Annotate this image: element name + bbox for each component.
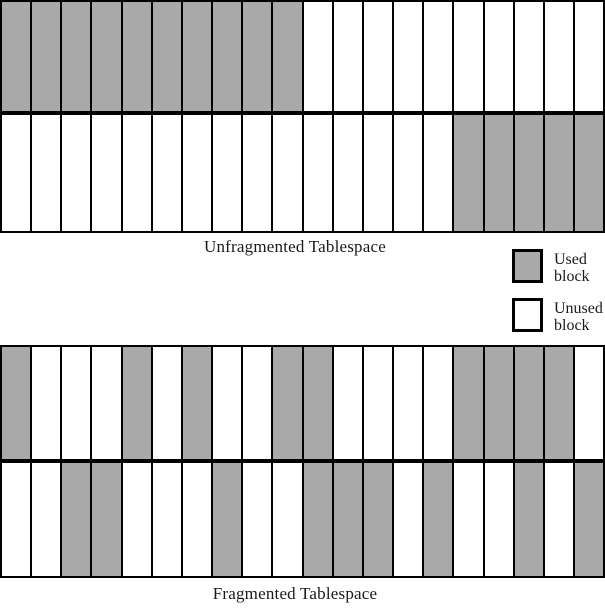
used-block [454,347,485,459]
used-block-label: Used block [554,251,590,285]
used-block [213,463,244,576]
used-block [2,2,33,111]
unused-block [424,115,455,231]
unused-block [122,115,153,231]
used-block [303,347,334,459]
unused-block [303,115,334,231]
unused-block [92,347,123,459]
used-block [273,347,304,459]
unused-block [484,463,515,576]
unused-block [333,2,364,111]
unused-block [333,115,364,231]
used-block [484,347,515,459]
legend-item-unused: Unused block [512,298,605,334]
unused-block [182,115,214,231]
unused-block [424,347,455,459]
unused-block [32,463,63,576]
unused-block-swatch [512,298,543,332]
used-block [32,2,63,111]
unused-block [363,2,395,111]
fragmented-tablespace-label: Fragmented Tablespace [212,584,378,603]
unused-block [243,115,274,231]
used-block [273,2,304,111]
unused-block [574,347,604,459]
unused-block [514,2,545,111]
used-block [544,115,575,231]
unused-block [182,463,214,576]
fragmented-tablespace [0,345,605,578]
fragmented-row-2 [0,461,605,578]
unused-block [363,115,395,231]
used-block [333,463,364,576]
unused-block [454,2,485,111]
unused-block [32,347,63,459]
used-block [303,463,334,576]
unused-block [32,115,63,231]
unused-block [152,347,183,459]
used-block [574,115,604,231]
unused-block [62,115,93,231]
used-block [514,115,545,231]
unused-block [62,347,93,459]
unfragmented-row-1 [0,0,605,113]
unused-block [394,463,425,576]
used-block [424,463,455,576]
used-block [182,2,214,111]
unused-block [152,115,183,231]
unused-block [484,2,515,111]
legend: Used block Unused block [512,249,605,347]
legend-item-used: Used block [512,249,605,285]
unfragmented-tablespace-label: Unfragmented Tablespace [204,237,386,256]
unused-block [152,463,183,576]
unused-block [333,347,364,459]
unused-block [394,2,425,111]
unused-block [2,463,33,576]
unfragmented-tablespace [0,0,605,233]
unused-block [122,463,153,576]
used-block [92,2,123,111]
used-block [152,2,183,111]
unused-block [243,463,274,576]
unused-block [243,347,274,459]
used-block [574,463,604,576]
unused-block [213,115,244,231]
unused-block [424,2,455,111]
unused-block [363,347,395,459]
unused-block [273,115,304,231]
unused-block-label: Unused block [554,300,603,334]
used-block [544,347,575,459]
used-block [484,115,515,231]
unused-block [2,115,33,231]
unused-block [213,347,244,459]
used-block [454,115,485,231]
fragmented-row-1 [0,345,605,461]
unused-block [574,2,604,111]
used-block [243,2,274,111]
unused-block [394,347,425,459]
unused-block [303,2,334,111]
unused-block [394,115,425,231]
used-block [62,463,93,576]
used-block [2,347,33,459]
used-block-swatch [512,249,543,283]
used-block [213,2,244,111]
unused-block [544,2,575,111]
unfragmented-row-2 [0,113,605,233]
unused-block [454,463,485,576]
used-block [514,463,545,576]
unused-block [273,463,304,576]
used-block [92,463,123,576]
used-block [182,347,214,459]
used-block [122,2,153,111]
used-block [62,2,93,111]
used-block [363,463,395,576]
used-block [122,347,153,459]
unused-block [92,115,123,231]
used-block [514,347,545,459]
unused-block [544,463,575,576]
